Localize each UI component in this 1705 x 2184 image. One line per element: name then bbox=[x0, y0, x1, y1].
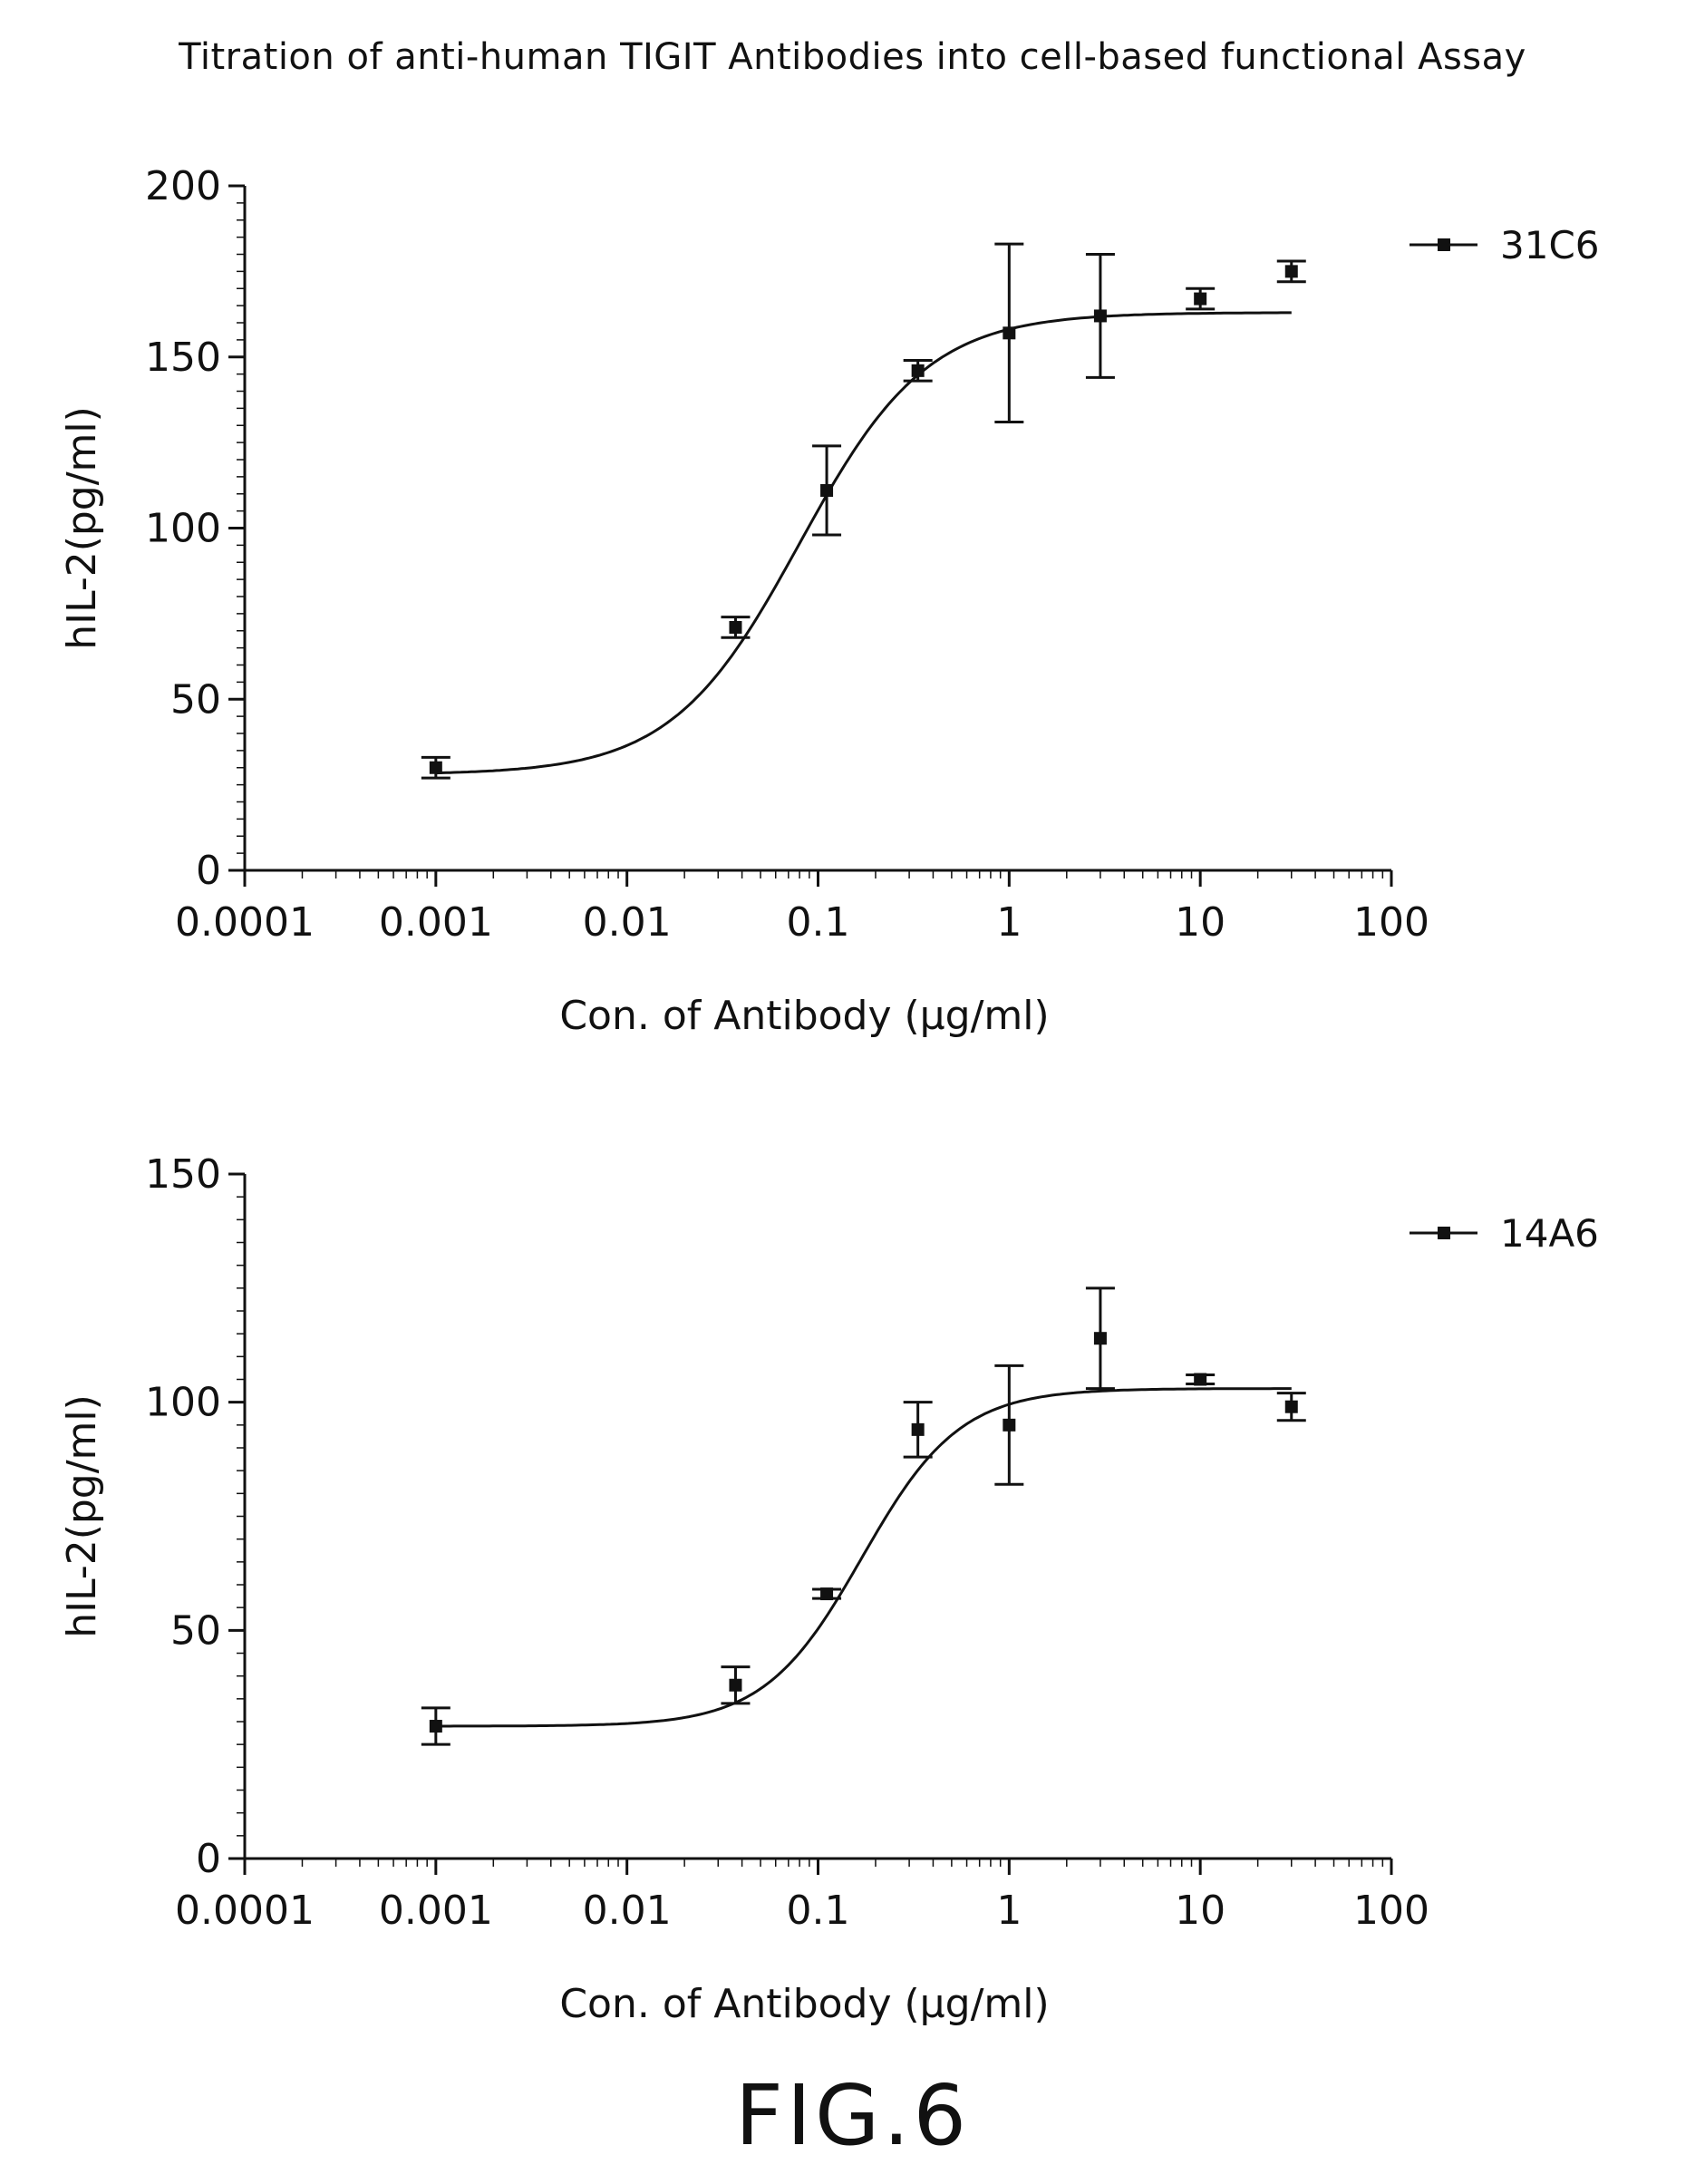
x-tick-label: 0.0001 bbox=[175, 1888, 315, 1934]
data-point bbox=[820, 483, 834, 497]
chart-title: Titration of anti-human TIGIT Antibodies… bbox=[179, 36, 1526, 78]
x-axis-title: Con. of Antibody (μg/ml) bbox=[559, 993, 1049, 1039]
data-point bbox=[1093, 1332, 1107, 1345]
data-point bbox=[1284, 265, 1298, 278]
data-point bbox=[911, 364, 925, 377]
data-point bbox=[1003, 326, 1016, 340]
figure-caption: FIG.6 bbox=[734, 2067, 971, 2164]
y-tick-label: 150 bbox=[145, 335, 221, 381]
x-tick-label: 100 bbox=[1353, 899, 1429, 946]
y-tick-label: 0 bbox=[196, 1836, 221, 1882]
y-axis-title: hIL-2(pg/ml) bbox=[59, 1394, 105, 1638]
x-tick-label: 1 bbox=[996, 1888, 1022, 1934]
y-tick-label: 100 bbox=[145, 1380, 221, 1426]
legend-label: 14A6 bbox=[1500, 1211, 1599, 1256]
x-tick-label: 0.0001 bbox=[175, 899, 315, 946]
y-tick-label: 200 bbox=[145, 163, 221, 209]
x-tick-label: 0.001 bbox=[379, 899, 493, 946]
legend-marker bbox=[1438, 238, 1450, 251]
data-point bbox=[429, 761, 442, 774]
chart-panel-1: 0 50 100 150 200 0.0001 0.001 0.01 0.1 1 10 100 Con.… bbox=[59, 163, 1600, 1039]
x-tick-label: 100 bbox=[1353, 1888, 1429, 1934]
x-axis-title: Con. of Antibody (μg/ml) bbox=[559, 1981, 1049, 2027]
chart-panel-2: 0 50 100 150 0.0001 0.001 0.01 0.1 1 10 100 Con. of… bbox=[59, 1151, 1599, 2027]
y-axis-title: hIL-2(pg/ml) bbox=[59, 406, 105, 650]
x-tick-label: 0.01 bbox=[583, 899, 672, 946]
data-point bbox=[1194, 1373, 1207, 1386]
data-point bbox=[1093, 309, 1107, 323]
y-tick-label: 150 bbox=[145, 1151, 221, 1198]
x-tick-label: 0.1 bbox=[787, 1888, 850, 1934]
x-tick-label: 10 bbox=[1175, 899, 1225, 946]
fit-curve-14A6 bbox=[435, 1387, 1292, 1728]
x-tick-label: 0.1 bbox=[787, 899, 850, 946]
data-point bbox=[1003, 1418, 1016, 1432]
data-point bbox=[729, 620, 742, 634]
data-point bbox=[820, 1587, 834, 1601]
fit-curve-31C6 bbox=[435, 311, 1292, 775]
data-point bbox=[429, 1720, 442, 1733]
x-tick-label: 0.001 bbox=[379, 1888, 493, 1934]
legend-marker bbox=[1438, 1227, 1450, 1239]
data-point bbox=[1194, 292, 1207, 306]
x-tick-label: 10 bbox=[1175, 1888, 1225, 1934]
y-tick-label: 0 bbox=[196, 848, 221, 894]
data-point bbox=[1284, 1400, 1298, 1413]
x-tick-label: 0.01 bbox=[583, 1888, 672, 1934]
data-point bbox=[911, 1422, 925, 1436]
legend-label: 31C6 bbox=[1500, 223, 1600, 267]
y-tick-label: 50 bbox=[170, 676, 221, 723]
y-tick-label: 50 bbox=[170, 1607, 221, 1654]
x-tick-label: 1 bbox=[996, 899, 1022, 946]
data-point bbox=[729, 1678, 742, 1692]
y-tick-label: 100 bbox=[145, 506, 221, 552]
